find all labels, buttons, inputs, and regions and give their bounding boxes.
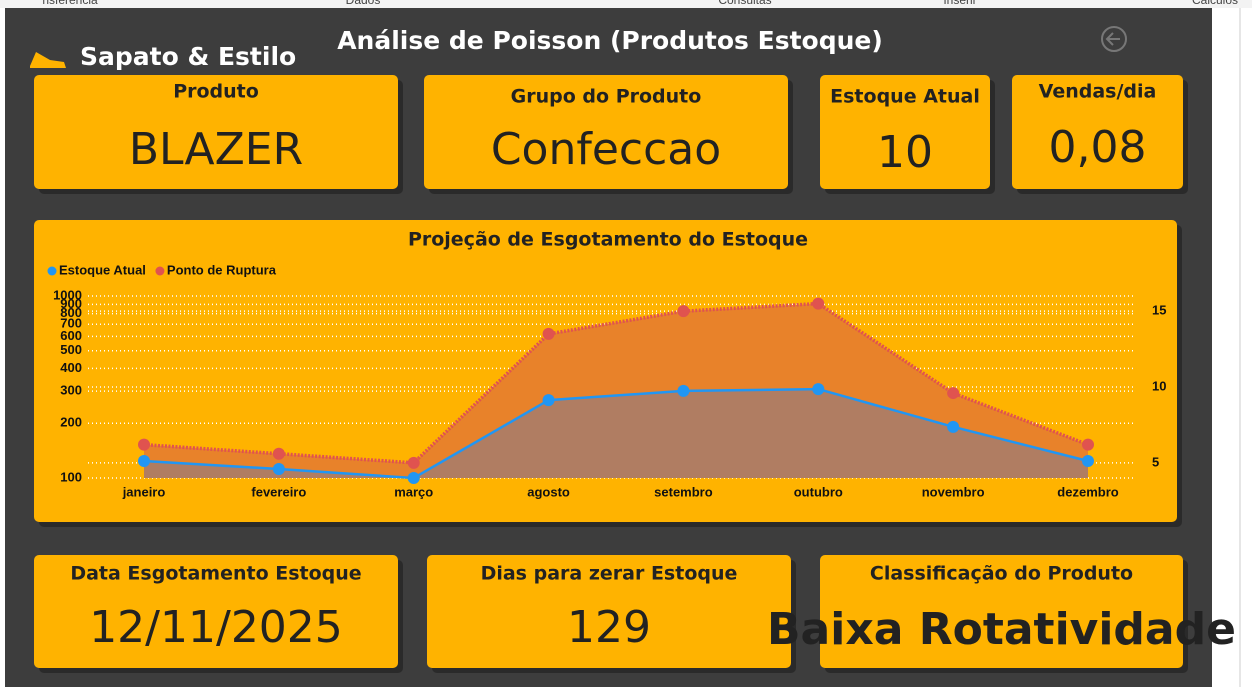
card-label: Classificação do Produto	[870, 563, 1133, 585]
point	[1082, 454, 1094, 467]
card	[820, 75, 990, 189]
point	[947, 420, 960, 433]
card-value: BLAZER	[129, 124, 303, 175]
point	[542, 394, 555, 407]
y-tick-label: 400	[60, 360, 82, 375]
card-value: 10	[877, 127, 933, 178]
y-tick-label: 300	[60, 383, 82, 398]
area	[144, 389, 1088, 478]
point	[407, 456, 420, 469]
card	[424, 75, 788, 189]
ribbon-tab: Consultas	[718, 0, 771, 7]
brand: Sapato & Estilo	[80, 42, 296, 71]
ribbon-tab: Inserir	[943, 0, 976, 7]
card-label: Grupo do Produto	[511, 86, 702, 108]
line	[143, 301, 1089, 465]
point	[947, 387, 960, 400]
card-value: 0,08	[1049, 122, 1147, 173]
legend-label: Estoque Atual	[59, 262, 146, 277]
legend-marker	[47, 266, 57, 276]
point	[677, 305, 690, 318]
x-tick-label: dezembro	[1057, 484, 1118, 499]
ribbon-tab: Cálculos	[1192, 0, 1238, 7]
x-tick-label: agosto	[527, 484, 570, 499]
card-label: Estoque Atual	[830, 86, 980, 108]
y-tick-label: 900	[60, 296, 82, 311]
legend-marker	[155, 266, 165, 276]
y-tick-label: 500	[60, 342, 82, 357]
card-value: Baixa Rotatividade	[767, 604, 1236, 655]
ribbon-bar	[0, 0, 1252, 8]
chart-title: Projeção de Esgotamento do Estoque	[408, 229, 808, 251]
y2-tick-label: 10	[1152, 378, 1166, 393]
card-value: Confeccao	[491, 124, 721, 175]
legend-label: Ponto de Ruptura	[167, 262, 277, 277]
back-button[interactable]	[1101, 26, 1127, 52]
x-tick-label: janeiro	[122, 484, 166, 499]
y-tick-label: 700	[60, 316, 82, 331]
point	[272, 447, 285, 460]
brand-logo	[30, 52, 66, 68]
page-title: Análise de Poisson (Produtos Estoque)	[337, 26, 883, 55]
point	[138, 438, 150, 451]
card	[34, 75, 398, 189]
ribbon-tab: Dados	[346, 0, 381, 7]
point	[272, 463, 285, 476]
x-tick-label: outubro	[794, 484, 843, 499]
x-tick-label: setembro	[654, 484, 713, 499]
point	[542, 327, 555, 340]
point	[812, 383, 825, 396]
card	[427, 555, 791, 668]
card	[820, 555, 1183, 668]
x-tick-label: março	[394, 484, 433, 499]
y-tick-label: 200	[60, 415, 82, 430]
point	[812, 297, 825, 310]
card-label: Dias para zerar Estoque	[481, 563, 738, 585]
card-value: 12/11/2025	[89, 602, 343, 653]
point	[407, 472, 420, 484]
y-tick-label: 800	[60, 305, 82, 320]
ribbon-tab: nsferência	[42, 0, 98, 7]
y-tick-label: 600	[60, 328, 82, 343]
x-tick-label: novembro	[922, 484, 985, 499]
card-value: 129	[567, 602, 651, 653]
x-tick-label: fevereiro	[251, 484, 306, 499]
card	[34, 555, 398, 668]
y-tick-label: 100	[60, 469, 82, 484]
card-label: Vendas/dia	[1039, 81, 1157, 103]
card	[1012, 75, 1183, 189]
point	[677, 384, 690, 397]
y-tick-label: 1000	[53, 287, 82, 302]
y2-tick-label: 15	[1152, 303, 1166, 318]
card-label: Data Esgotamento Estoque	[70, 563, 361, 585]
point	[1082, 438, 1094, 451]
line	[143, 387, 1089, 480]
card-label: Produto	[173, 81, 259, 103]
point	[138, 454, 150, 467]
y2-tick-label: 5	[1152, 454, 1159, 469]
